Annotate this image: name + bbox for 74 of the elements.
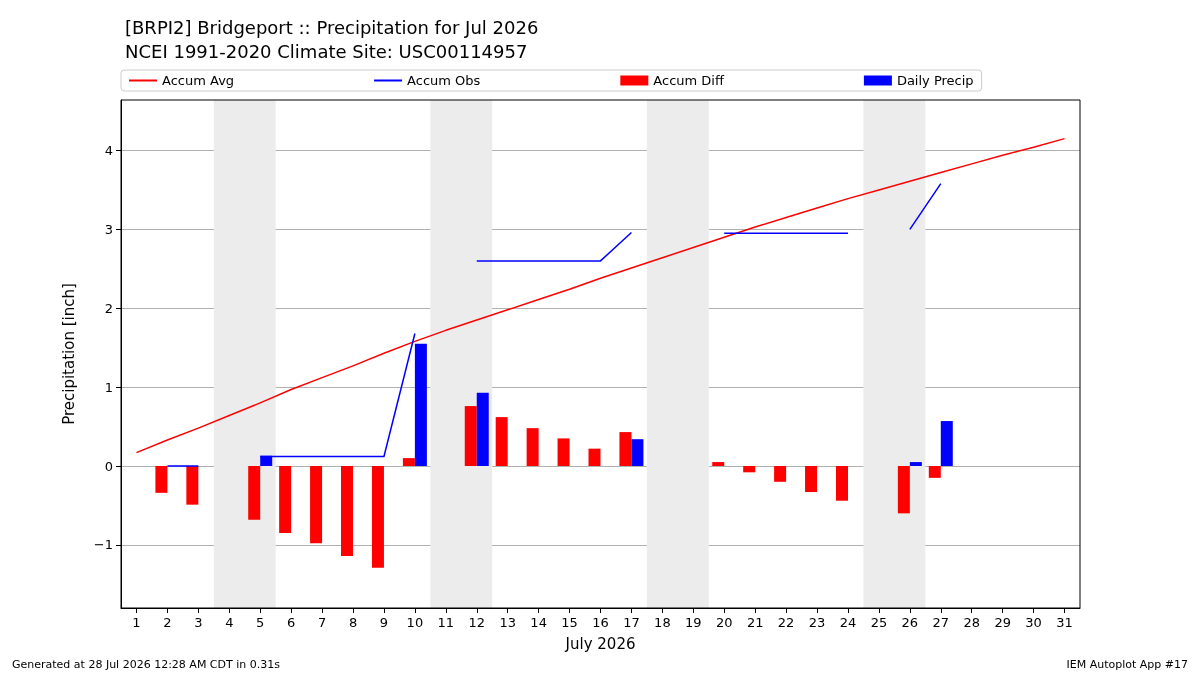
x-tick-label: 26: [901, 615, 919, 630]
chart-title: [BRPI2] Bridgeport :: Precipitation for Jul 2026: [125, 16, 539, 38]
x-tick-label: 20: [715, 615, 733, 630]
x-tick-label: 9: [379, 615, 389, 630]
y-tick-label: 4: [104, 142, 113, 158]
bar: [414, 343, 427, 467]
legend-label: Accum Obs: [407, 73, 481, 88]
x-tick-label: 19: [685, 615, 702, 630]
x-tick-label: 8: [348, 615, 358, 630]
x-tick-label: 1: [132, 615, 141, 630]
bar: [928, 466, 941, 478]
x-tick-label: 31: [1056, 615, 1073, 630]
bar: [526, 428, 539, 467]
bar: [557, 438, 570, 467]
bar: [279, 466, 292, 534]
x-tick-label: 30: [1025, 615, 1042, 630]
x-tick-label: 2: [163, 615, 172, 630]
bar: [341, 466, 354, 556]
x-tick-label: 22: [777, 615, 795, 630]
bar: [619, 432, 632, 467]
y-tick-label: 3: [104, 221, 113, 237]
x-tick-label: 17: [623, 615, 640, 630]
x-tick-label: 25: [870, 615, 888, 630]
x-tick-label: 14: [530, 615, 547, 630]
x-tick-label: 15: [561, 615, 578, 630]
y-tick-label: −1: [93, 537, 113, 553]
bar: [371, 466, 384, 568]
y-axis-title: Precipitation [inch]: [59, 283, 78, 425]
x-tick-label: 5: [256, 615, 265, 630]
bar: [631, 439, 644, 467]
x-tick-label: 21: [746, 615, 764, 630]
legend-label: Accum Avg: [162, 73, 235, 88]
x-tick-label: 27: [932, 615, 950, 630]
bar: [835, 466, 848, 501]
bar: [897, 466, 910, 514]
bar: [774, 466, 787, 482]
x-tick-label: 7: [317, 615, 327, 630]
x-tick-label: 28: [963, 615, 980, 630]
bar: [743, 466, 756, 473]
x-tick-label: 6: [287, 615, 296, 630]
x-tick-label: 16: [592, 615, 609, 630]
x-tick-label: 11: [437, 615, 455, 630]
y-tick-label: 0: [104, 458, 113, 474]
bar: [940, 421, 953, 467]
x-tick-label: 24: [839, 615, 857, 630]
x-tick-label: 4: [225, 615, 234, 630]
x-tick-label: 29: [994, 615, 1011, 630]
bar: [495, 417, 508, 467]
x-tick-label: 10: [406, 615, 424, 630]
legend-label: Accum Diff: [653, 73, 725, 88]
text: Generated at 28 Jul 2026 12:28 AM CDT in 0.31s: [12, 658, 281, 671]
bar: [310, 466, 323, 544]
x-tick-label: 13: [499, 615, 516, 630]
bar: [402, 458, 415, 467]
legend-label: Daily Precip: [896, 73, 974, 88]
y-tick-label: 2: [104, 300, 113, 316]
y-tick-label: 1: [104, 379, 113, 395]
x-axis-title: July 2026: [564, 634, 636, 653]
x-tick-label: 23: [808, 615, 826, 630]
bar: [909, 462, 922, 467]
bar: [248, 466, 261, 520]
x-tick-label: 18: [654, 615, 671, 630]
text: IEM Autoplot App #17: [1066, 658, 1188, 671]
bar: [186, 466, 199, 505]
bar: [712, 462, 725, 467]
bar: [476, 392, 489, 467]
bar: [464, 406, 477, 467]
x-tick-label: 3: [194, 615, 203, 630]
line-series: [135, 137, 1066, 454]
bar: [155, 466, 168, 493]
bar: [805, 466, 818, 493]
x-tick-label: 12: [468, 615, 486, 630]
chart-subtitle: NCEI 1991-2020 Climate Site: USC00114957: [125, 40, 528, 62]
bar: [588, 448, 601, 467]
